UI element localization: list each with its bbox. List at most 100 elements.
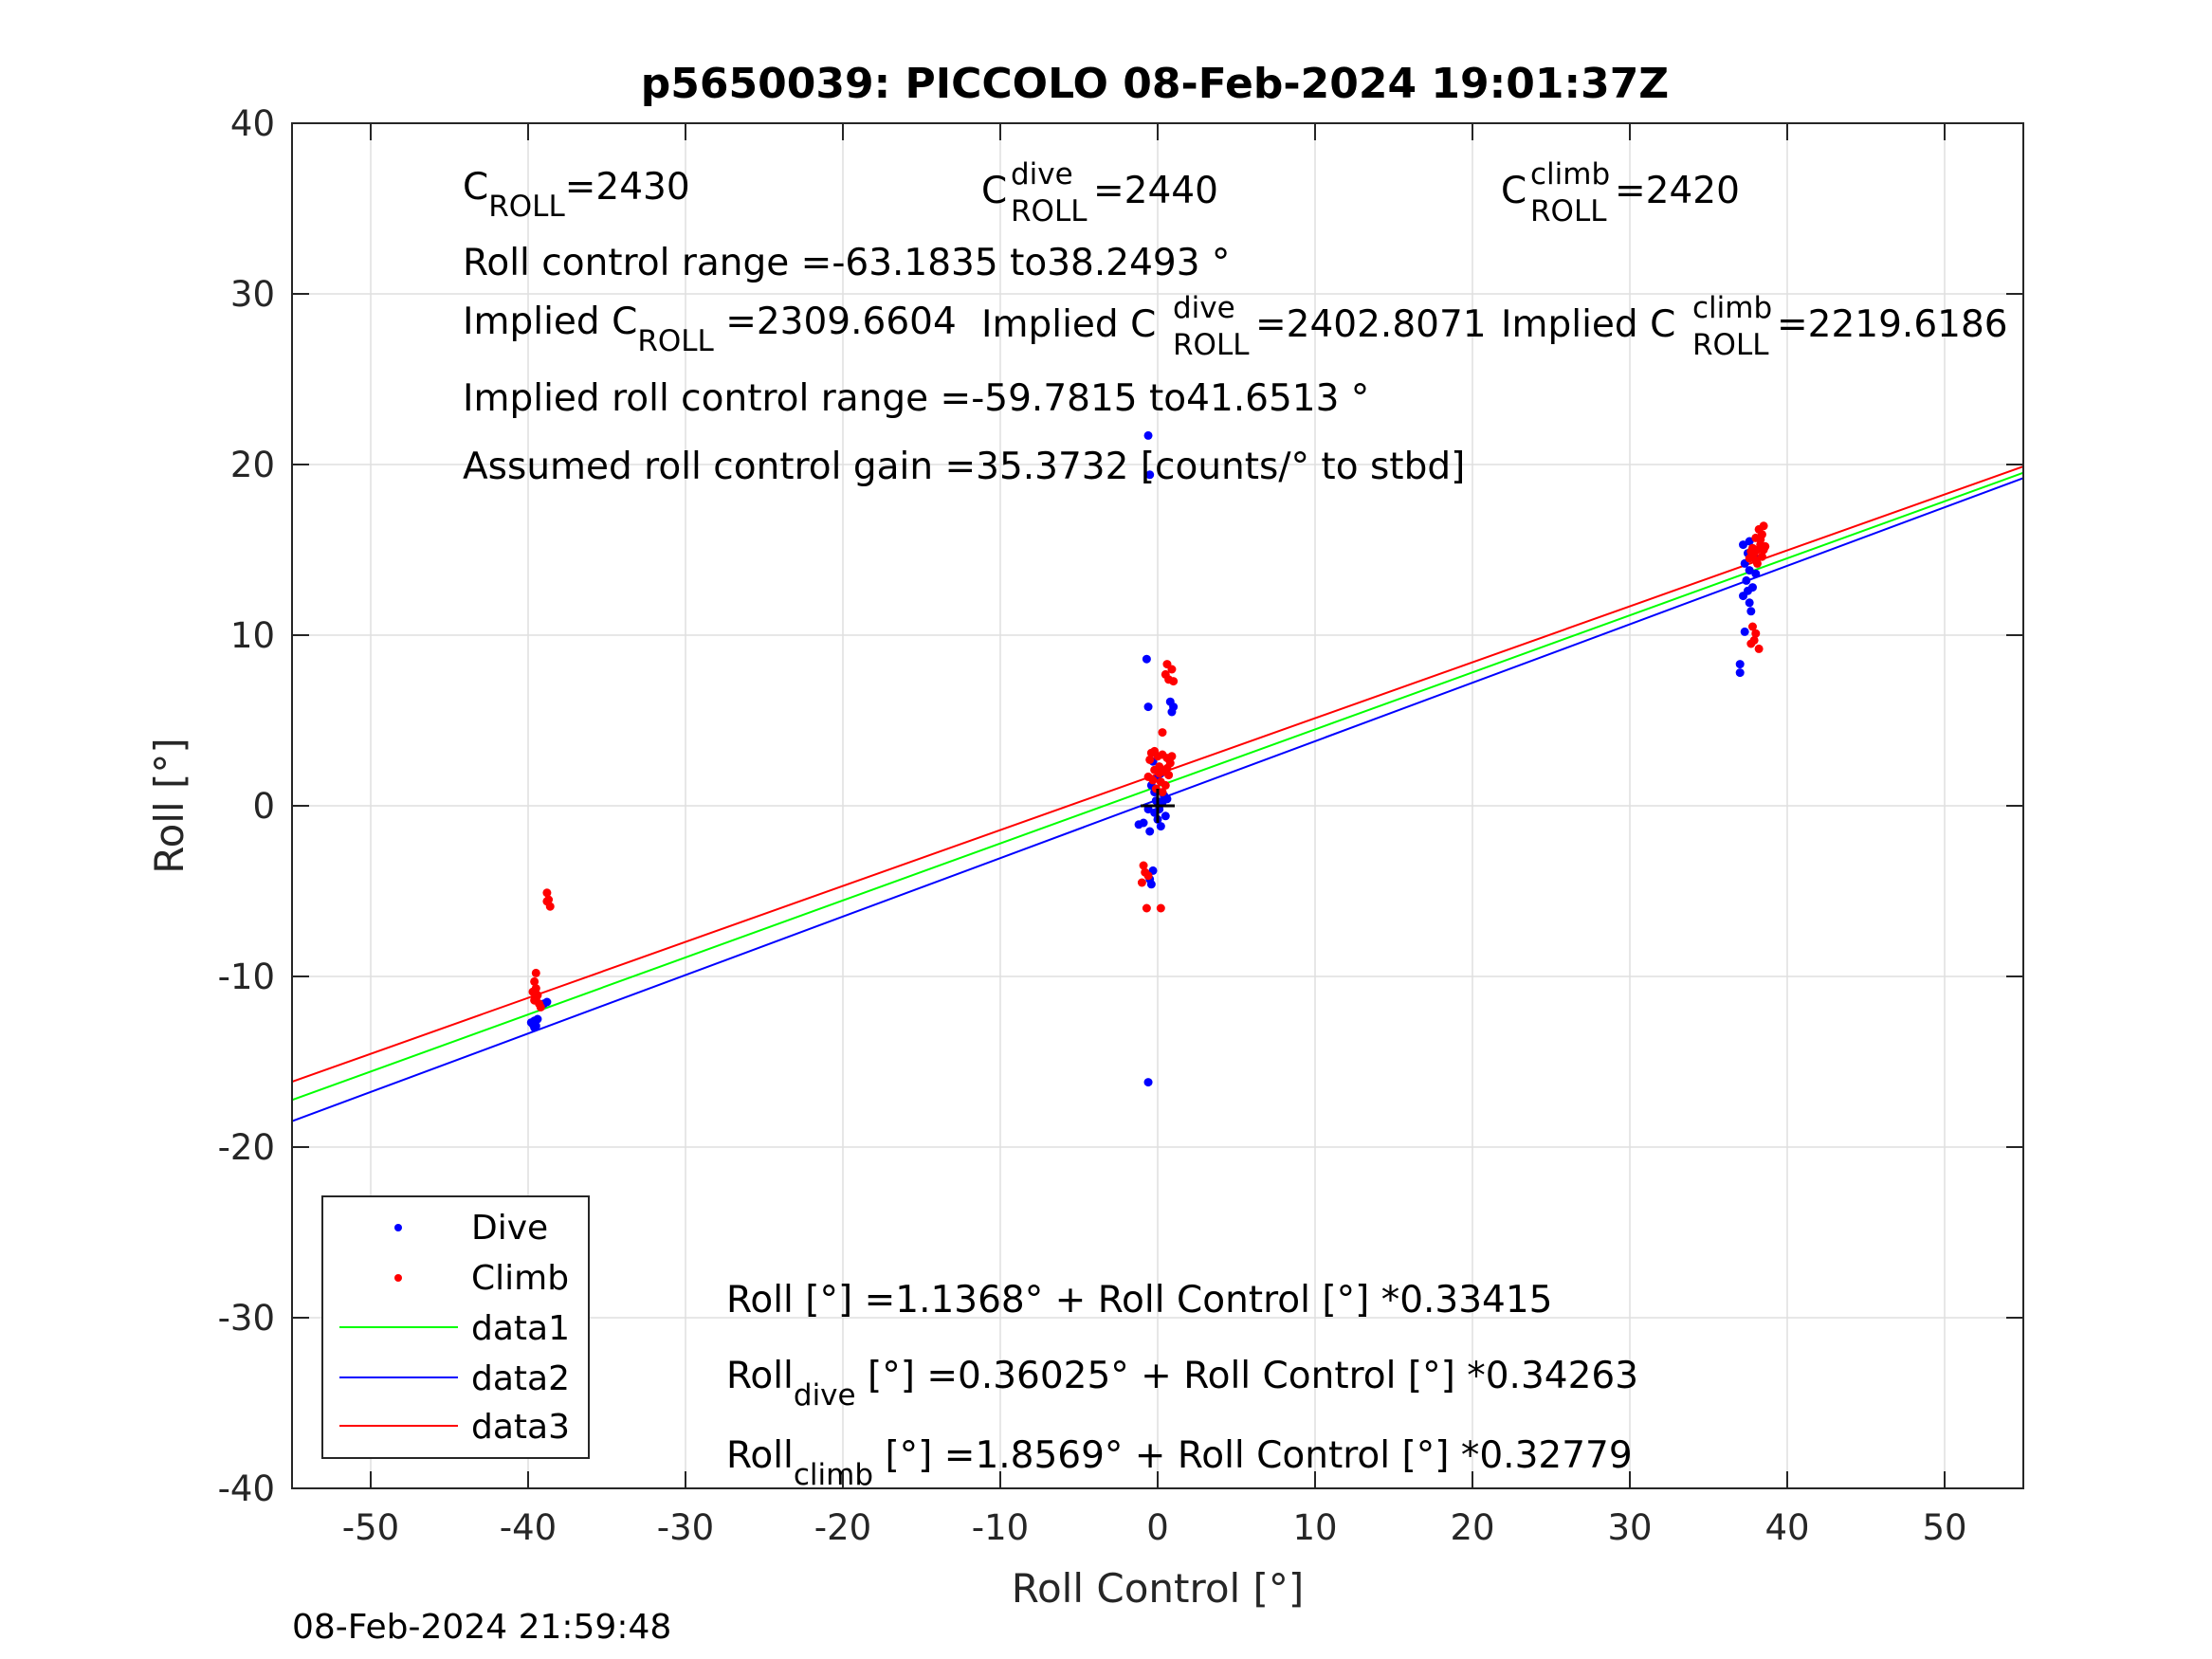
climb-point [1158, 788, 1167, 797]
climb-point [1142, 903, 1151, 913]
dive-point [1146, 880, 1156, 889]
dive-point [1143, 430, 1153, 440]
annot-fit-all: Roll [°] =1.1368° + Roll Control [°] *0.… [726, 1279, 1552, 1322]
x-tick-label: 40 [1764, 1507, 1809, 1548]
climb-point [531, 968, 540, 977]
climb-point [1164, 771, 1174, 780]
y-tick-label: -30 [218, 1298, 275, 1339]
dive-point [1143, 702, 1153, 712]
annot-c-roll-climb-base: C [1501, 170, 1526, 212]
annot-implied-c-roll-dive-value: =2402.8071 [1255, 303, 1487, 346]
climb-point [1139, 861, 1148, 870]
x-axis-label: Roll Control [°] [1012, 1565, 1305, 1612]
annot-implied-c-roll-climb-sub: ROLL [1692, 328, 1769, 362]
climb-point [1143, 871, 1153, 881]
annot-c-roll-dive-base: C [981, 170, 1007, 212]
y-tick-label: 0 [252, 786, 275, 827]
dive-point [1167, 707, 1177, 717]
annot-c-roll-dive-sup: dive [1011, 157, 1073, 191]
annot-implied-c-roll: Implied CROLL =2309.6604 [463, 301, 957, 358]
annot-c-roll-dive-value: =2440 [1093, 170, 1218, 212]
legend-data3-label: data3 [471, 1408, 570, 1447]
annot-implied-c-roll-dive-sub: ROLL [1173, 328, 1250, 362]
climb-point [1746, 547, 1756, 556]
dive-point [1156, 822, 1165, 831]
annot-implied-c-roll-climb-sup: climb [1692, 291, 1772, 325]
climb-point [1145, 755, 1155, 764]
climb-point [1162, 763, 1172, 773]
timestamp: 08-Feb-2024 21:59:48 [292, 1608, 671, 1647]
climb-point [1167, 665, 1177, 674]
y-tick-label: -10 [218, 957, 275, 997]
climb-point [1137, 878, 1146, 887]
climb-point [542, 897, 552, 906]
dive-point [526, 1018, 536, 1028]
x-tick-label: 30 [1607, 1507, 1652, 1548]
annot-implied-c-roll-dive-prefix: Implied C [981, 303, 1156, 346]
tick-labels: -50 -40 -30 -20 -10 0 10 20 30 40 50 -40 -30 -20 -10 0 1… [218, 103, 1967, 1548]
data-markers [526, 430, 1770, 1087]
dive-point [1139, 818, 1148, 828]
x-tick-label: -50 [342, 1507, 399, 1548]
annot-implied-range: Implied roll control range =-59.7815 to4… [463, 377, 1369, 420]
annot-c-roll-climb-sup: climb [1530, 157, 1610, 191]
dive-point [1145, 827, 1155, 836]
dive-point [542, 997, 552, 1007]
dive-point [1142, 654, 1151, 664]
climb-point [1759, 545, 1768, 555]
legend-dive-marker [394, 1224, 402, 1231]
x-tick-label: 0 [1146, 1507, 1169, 1548]
dive-point [1162, 794, 1172, 804]
dive-point [533, 1014, 542, 1024]
dive-point [1746, 607, 1756, 616]
annot-implied-c-roll-climb-value: =2219.6186 [1777, 303, 2008, 346]
annot-roll-range: Roll control range =-63.1835 to38.2493 ° [463, 242, 1230, 284]
y-tick-label: 10 [230, 615, 275, 656]
dive-point [1745, 537, 1754, 546]
climb-point [1757, 552, 1766, 561]
climb-point [536, 1002, 545, 1012]
climb-point [1167, 752, 1177, 761]
legend: Dive Climb data1 data2 data3 [321, 1195, 590, 1459]
annot-c-roll-climb-value: =2420 [1615, 170, 1740, 212]
x-tick-label: 50 [1922, 1507, 1966, 1548]
climb-point [1756, 535, 1765, 544]
chart-title: p5650039: PICCOLO 08-Feb-2024 19:01:37Z [641, 60, 1669, 108]
climb-point [1156, 903, 1165, 913]
dive-point [1143, 1078, 1153, 1087]
climb-point [530, 976, 539, 986]
y-tick-label: -40 [218, 1468, 275, 1509]
climb-point [1150, 746, 1160, 756]
climb-point [1759, 521, 1768, 531]
climb-point [1161, 780, 1170, 790]
annot-implied-c-roll-dive-sup: dive [1173, 291, 1235, 325]
dive-point [1751, 569, 1761, 578]
y-tick-label: 40 [230, 103, 275, 144]
legend-data2-label: data2 [471, 1359, 570, 1398]
climb-point [1169, 677, 1179, 686]
x-tick-label: 10 [1292, 1507, 1337, 1548]
dive-point [1739, 540, 1748, 550]
annot-gain: Assumed roll control gain =35.3732 [coun… [463, 446, 1465, 488]
climb-point [1747, 622, 1757, 631]
dive-point [1735, 668, 1745, 678]
annot-c-roll: CROLL=2430 [463, 166, 690, 224]
climb-point [1148, 775, 1158, 785]
x-tick-label: -40 [500, 1507, 557, 1548]
dive-point [1161, 811, 1170, 821]
origin-cross [1141, 789, 1175, 823]
dive-point [1744, 586, 1752, 595]
dive-point [1740, 627, 1749, 636]
dive-point [1145, 470, 1155, 480]
dive-point [1735, 660, 1745, 669]
climb-point [1754, 644, 1764, 653]
x-tick-label: -10 [972, 1507, 1029, 1548]
y-tick-label: 20 [230, 445, 275, 485]
climb-point [1751, 629, 1761, 638]
annot-fit-dive: Rolldive [°] =0.36025° + Roll Control [°… [726, 1355, 1638, 1413]
x-tick-label: -20 [814, 1507, 871, 1548]
annot-fit-climb: Rollclimb [°] =1.8569° + Roll Control [°… [726, 1434, 1633, 1492]
y-tick-label: 30 [230, 274, 275, 315]
y-tick-label: -20 [218, 1127, 275, 1168]
